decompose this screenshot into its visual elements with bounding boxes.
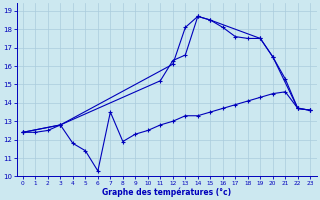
X-axis label: Graphe des températures (°c): Graphe des températures (°c) (102, 187, 231, 197)
